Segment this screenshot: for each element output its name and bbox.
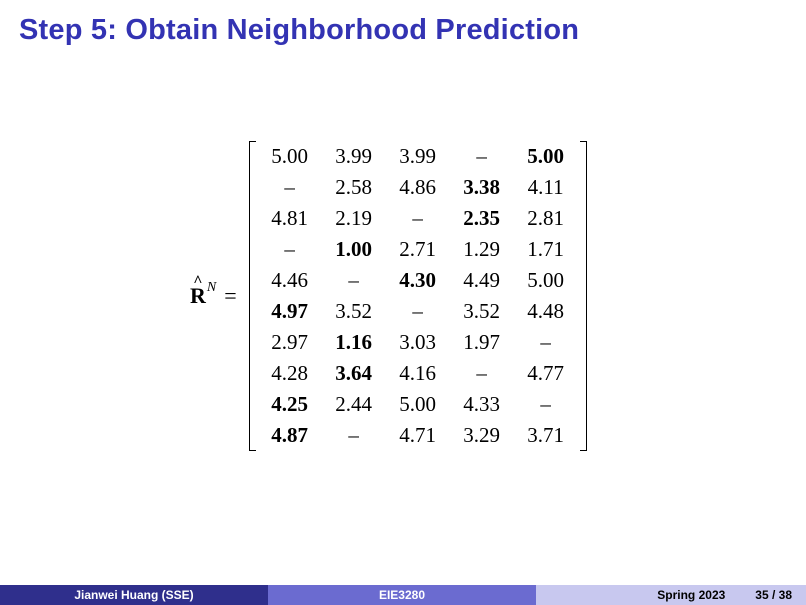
- matrix-cell: –: [412, 206, 423, 230]
- matrix-cell: –: [284, 175, 295, 199]
- matrix-row: 5.00 3.99 3.99 – 5.00: [258, 141, 578, 172]
- matrix-cell: –: [348, 268, 359, 292]
- matrix-cell: –: [540, 392, 551, 416]
- matrix-row: – 1.00 2.71 1.29 1.71: [258, 234, 578, 265]
- matrix-row: 4.81 2.19 – 2.35 2.81: [258, 203, 578, 234]
- footer-right: Spring 2023 35 / 38: [536, 585, 806, 605]
- matrix-cell: –: [540, 330, 551, 354]
- matrix-cell: –: [476, 144, 487, 168]
- matrix-symbol: ^ R: [190, 273, 206, 309]
- matrix-cell: 4.28: [271, 361, 309, 385]
- matrix-cell: 1.97: [463, 330, 501, 354]
- matrix-cell: 5.00: [271, 144, 309, 168]
- matrix-cell: 2.58: [335, 175, 373, 199]
- matrix-superscript: N: [206, 280, 217, 295]
- hat-accent: ^: [193, 273, 203, 290]
- footer-bar: Jianwei Huang (SSE) EIE3280 Spring 2023 …: [0, 585, 806, 605]
- matrix-cell: 4.46: [271, 268, 309, 292]
- matrix-row: 4.46 – 4.30 4.49 5.00: [258, 265, 578, 296]
- matrix-cell: 1.29: [463, 237, 501, 261]
- matrix-cell: 3.64: [335, 361, 373, 385]
- matrix-cell: 3.03: [399, 330, 437, 354]
- matrix-cell: 4.81: [271, 206, 309, 230]
- footer-author: Jianwei Huang (SSE): [0, 585, 268, 605]
- matrix-cell: 4.30: [399, 268, 437, 292]
- footer-page-number: 35 / 38: [755, 588, 792, 602]
- matrix-cell: –: [412, 299, 423, 323]
- matrix-cell: 3.71: [527, 423, 565, 447]
- matrix-cell: 1.16: [335, 330, 373, 354]
- matrix-cell: –: [284, 237, 295, 261]
- matrix-cell: –: [348, 423, 359, 447]
- right-bracket: [579, 141, 587, 451]
- matrix-cell: 5.00: [527, 268, 565, 292]
- matrix-row: 4.25 2.44 5.00 4.33 –: [258, 389, 578, 420]
- matrix-cell: –: [476, 361, 487, 385]
- matrix-cell: 3.52: [335, 299, 373, 323]
- slide-title: Step 5: Obtain Neighborhood Prediction: [19, 14, 580, 46]
- footer-date: Spring 2023: [657, 588, 726, 602]
- matrix-cell: 4.71: [399, 423, 437, 447]
- matrix-table: 5.00 3.99 3.99 – 5.00 – 2.58 4.86 3.38 4.11 4.81 2.…: [258, 141, 578, 451]
- footer-course: EIE3280: [268, 585, 536, 605]
- matrix-cell: 2.71: [399, 237, 437, 261]
- matrix-cell: 4.25: [271, 392, 309, 416]
- matrix-cell: 4.49: [463, 268, 501, 292]
- matrix-cell: 1.00: [335, 237, 373, 261]
- matrix-cell: 4.11: [527, 175, 564, 199]
- matrix-row: 4.97 3.52 – 3.52 4.48: [258, 296, 578, 327]
- matrix-cell: 3.99: [399, 144, 437, 168]
- matrix-cell: 4.16: [399, 361, 437, 385]
- matrix-cell: 4.87: [271, 423, 309, 447]
- matrix-cell: 4.97: [271, 299, 309, 323]
- matrix-cell: 3.52: [463, 299, 501, 323]
- matrix-cell: 3.38: [463, 175, 501, 199]
- matrix-row: – 2.58 4.86 3.38 4.11: [258, 172, 578, 203]
- left-bracket: [248, 141, 256, 451]
- matrix-cell: 4.33: [463, 392, 501, 416]
- matrix-cell: 5.00: [527, 144, 565, 168]
- matrix-cell: 2.35: [463, 206, 501, 230]
- matrix-row: 4.28 3.64 4.16 – 4.77: [258, 358, 578, 389]
- matrix-cell: 2.81: [527, 206, 565, 230]
- matrix-cell: 4.77: [527, 361, 565, 385]
- matrix-cell: 2.19: [335, 206, 373, 230]
- matrix-cell: 4.48: [527, 299, 565, 323]
- matrix-cell: 2.44: [335, 392, 373, 416]
- matrix: 5.00 3.99 3.99 – 5.00 – 2.58 4.86 3.38 4.11 4.81 2.…: [248, 141, 587, 451]
- equation-lhs: ^ R N =: [190, 273, 237, 309]
- equation: ^ R N = 5.00 3.99 3.99 – 5.00 – 2.58 4.86 3.38 4.…: [190, 141, 587, 451]
- matrix-cell: 5.00: [399, 392, 437, 416]
- matrix-cell: 1.71: [527, 237, 565, 261]
- equals-sign: =: [224, 283, 237, 308]
- matrix-row: 2.97 1.16 3.03 1.97 –: [258, 327, 578, 358]
- matrix-symbol-letter: R: [190, 283, 206, 308]
- matrix-cell: 3.99: [335, 144, 373, 168]
- matrix-row: 4.87 – 4.71 3.29 3.71: [258, 420, 578, 451]
- matrix-cell: 2.97: [271, 330, 309, 354]
- matrix-cell: 4.86: [399, 175, 437, 199]
- matrix-cell: 3.29: [463, 423, 501, 447]
